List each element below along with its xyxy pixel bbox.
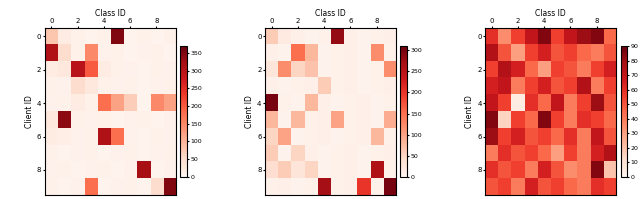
- Y-axis label: Client ID: Client ID: [465, 95, 474, 128]
- X-axis label: Class ID: Class ID: [95, 9, 126, 18]
- Y-axis label: Client ID: Client ID: [25, 95, 34, 128]
- Y-axis label: Client ID: Client ID: [245, 95, 254, 128]
- X-axis label: Class ID: Class ID: [316, 9, 346, 18]
- X-axis label: Class ID: Class ID: [536, 9, 566, 18]
